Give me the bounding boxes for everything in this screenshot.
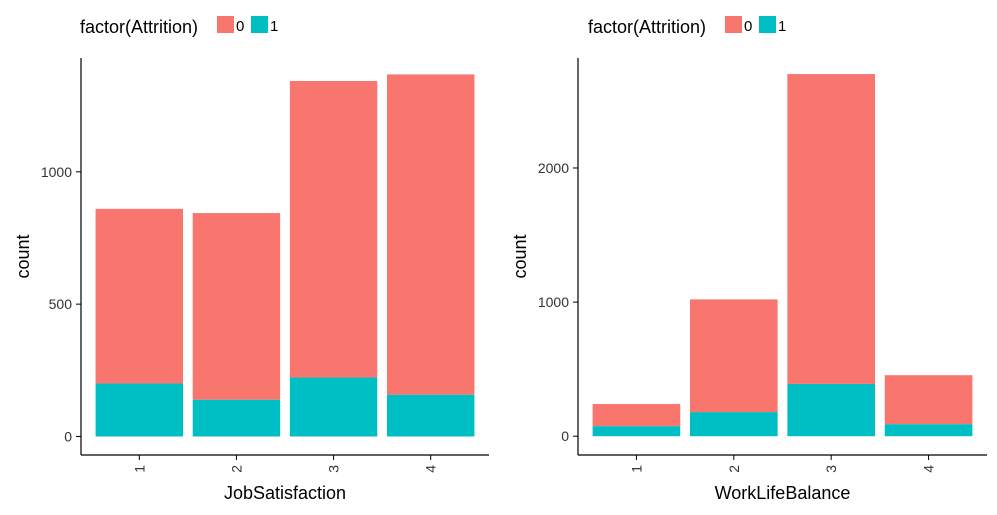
chart-1-bar-2-attrition-0: [192, 213, 281, 400]
chart-2-y-tick-label-0: 0: [561, 428, 569, 444]
chart-2-bar-4-attrition-0: [884, 375, 973, 425]
chart-2-legend-key-0: [725, 16, 742, 33]
chart-2-legend-label-1: 1: [778, 18, 786, 35]
chart-1-bar-4-attrition-1: [387, 394, 475, 437]
chart-1-x-tick-label-3: 3: [326, 465, 342, 473]
chart-2-bar-3-attrition-1: [787, 383, 876, 437]
chart-1-legend-key-0: [217, 16, 234, 33]
chart-2-x-tick-label-3: 3: [823, 465, 839, 473]
chart-2-x-tick-label-4: 4: [921, 465, 937, 473]
chart-1-legend-key-1: [251, 16, 268, 33]
chart-2-legend-label-0: 0: [744, 18, 752, 35]
chart-1-y-axis-title: count: [13, 234, 33, 278]
chart-1-legend-label-0: 0: [236, 18, 244, 35]
chart-1-x-axis-title: JobSatisfaction: [224, 483, 346, 503]
chart-1-bar-2-attrition-1: [192, 399, 281, 437]
chart-2-legend-key-1: [759, 16, 776, 33]
chart-2-bar-4-attrition-1: [884, 424, 973, 437]
chart-2-bar-2-attrition-1: [689, 412, 778, 437]
chart-2-bar-1-attrition-0: [592, 404, 681, 427]
chart-2-x-tick-label-1: 1: [628, 465, 644, 473]
chart-1-legend-title: factor(Attrition): [80, 17, 198, 37]
chart-2-bar-3-attrition-0: [787, 74, 876, 384]
chart-1-y-tick-label-500: 500: [49, 296, 73, 312]
chart-2-bar-1-attrition-1: [592, 426, 681, 437]
chart-1-bar-3-attrition-1: [289, 377, 378, 437]
chart-1-y-tick-label-1000: 1000: [41, 164, 72, 180]
chart-2-legend-title: factor(Attrition): [588, 17, 706, 37]
chart-1-x-tick-label-4: 4: [423, 465, 439, 473]
chart-2-y-axis-title: count: [510, 234, 530, 278]
chart-1-bar-1-attrition-1: [95, 383, 183, 437]
chart-2-y-tick-label-1000: 1000: [538, 294, 569, 310]
chart-1-y-tick-label-0: 0: [64, 428, 72, 444]
chart-1-x-tick-label-2: 2: [228, 465, 244, 473]
chart-1-x-tick-label-1: 1: [131, 465, 147, 473]
chart-1-legend-label-1: 1: [270, 18, 278, 35]
chart-1-bar-4-attrition-0: [387, 74, 475, 395]
chart-2-bar-2-attrition-0: [689, 299, 778, 413]
chart-2-y-tick-label-2000: 2000: [538, 160, 569, 176]
chart-2-x-axis-title: WorkLifeBalance: [715, 483, 851, 503]
chart-1-bar-3-attrition-0: [289, 81, 378, 378]
chart-1-bar-1-attrition-0: [95, 208, 183, 384]
chart-2-x-tick-label-2: 2: [726, 465, 742, 473]
